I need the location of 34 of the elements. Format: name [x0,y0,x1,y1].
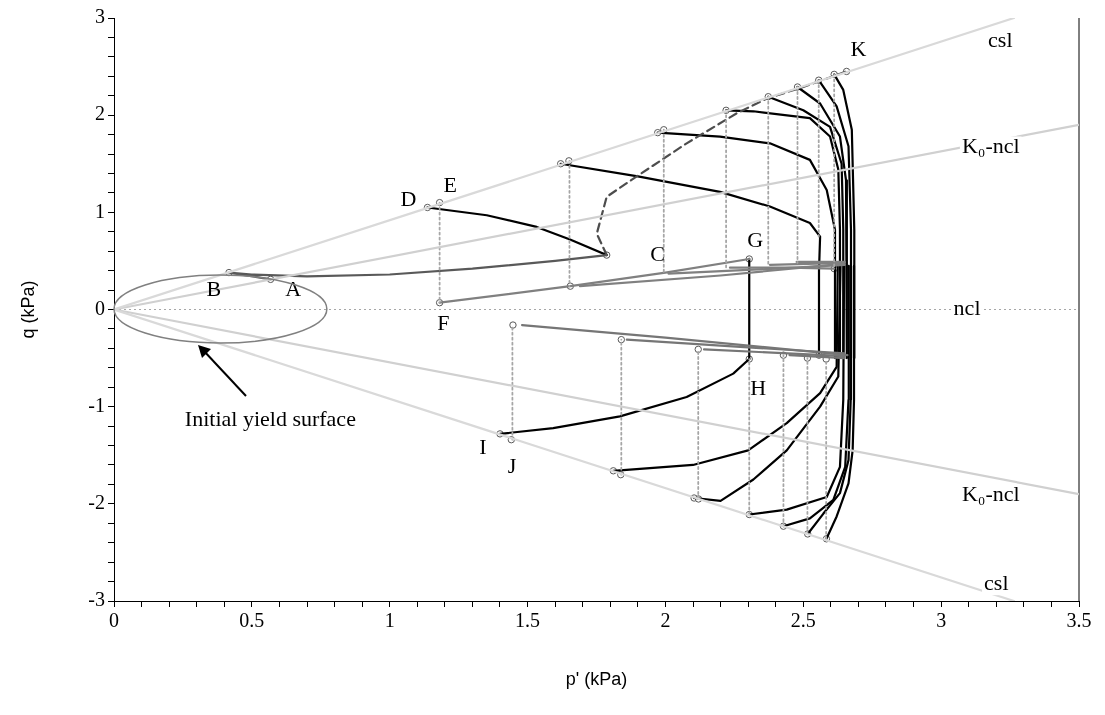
y-tick-label: -1 [88,393,105,416]
x-tick-label: 0 [109,609,119,632]
annotation: D [400,186,417,212]
x-tick-label: 1 [384,609,395,632]
x-tick-label: 3 [936,609,947,632]
annotation: K₀-ncl [961,133,1020,159]
annotation: K [850,36,867,62]
y-tick-label: 0 [95,296,105,319]
annotation: csl [988,26,1013,52]
annotation: G [747,226,764,252]
x-tick-label: 1.5 [515,609,541,632]
annotation: C [650,240,665,266]
y-tick-label: 1 [95,199,105,222]
x-tick-label: 2.5 [790,609,816,632]
annotation: csl [984,569,1009,595]
y-tick-label: -2 [88,491,105,514]
annotation: E [443,172,458,198]
ref-line-label: ncl [953,295,981,321]
x-axis-title: p' (kPa) [565,669,628,690]
x-tick-label: 2 [660,609,671,632]
annotation: B [206,276,222,302]
x-tick-label: 0.5 [239,609,265,632]
annotation: J [507,453,517,479]
y-axis-title: q (kPa) [17,280,38,339]
annotation: H [750,374,767,400]
y-tick-label: 2 [95,102,105,125]
annotation: A [285,276,302,302]
annotation: K₀-ncl [961,481,1020,507]
annotation: I [479,433,487,459]
annotation: Initial yield surface [184,405,356,431]
y-tick-label: -3 [88,588,105,611]
y-tick-label: 3 [95,5,105,28]
x-tick-label: 3.5 [1066,609,1092,632]
annotation: F [437,310,450,336]
